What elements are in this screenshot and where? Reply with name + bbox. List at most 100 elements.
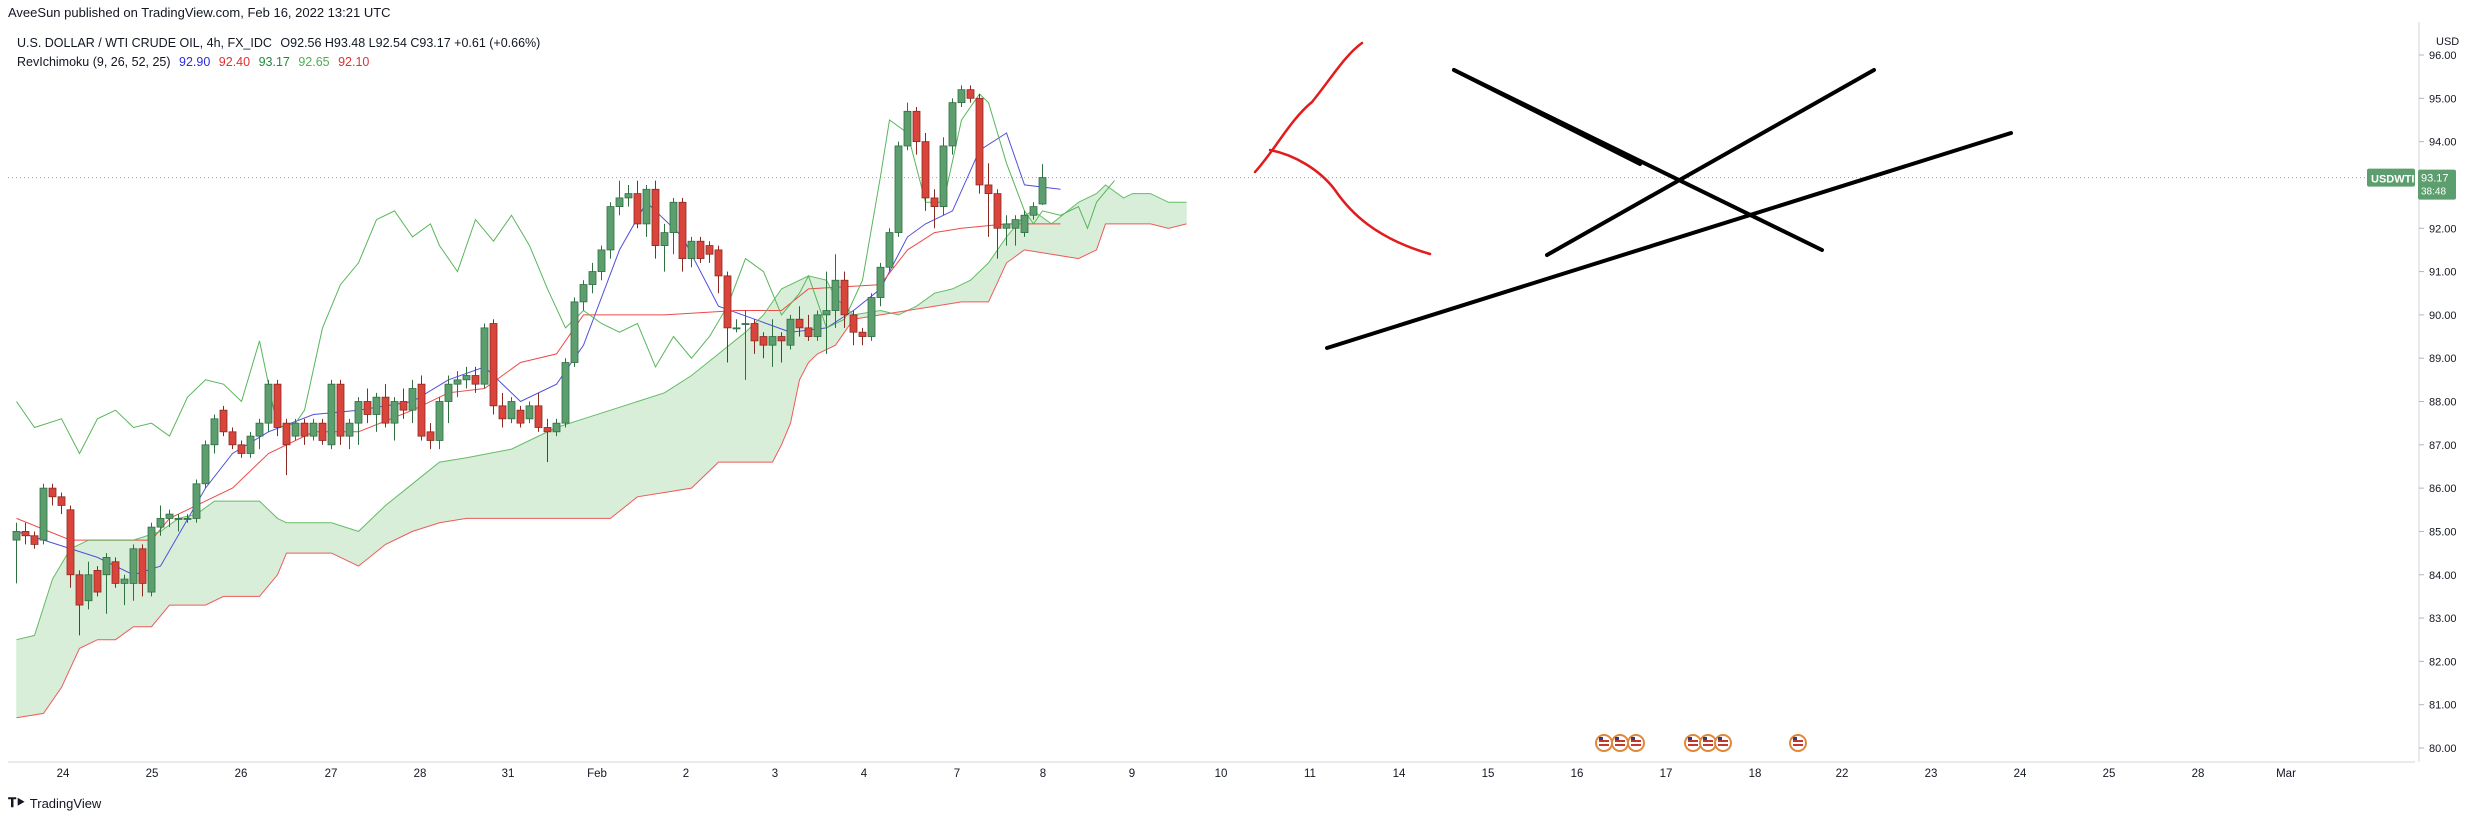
candle-body[interactable] xyxy=(516,409,525,424)
candle-body[interactable] xyxy=(120,578,129,584)
candle-body[interactable] xyxy=(957,89,966,104)
candle-body[interactable] xyxy=(273,383,282,428)
candle-body[interactable] xyxy=(1038,177,1047,205)
time-axis[interactable]: 24 25 26 27 28 31 Feb 2 3 4 7 8 9 10 11 14 15 16 17 18 22 23 2… xyxy=(57,768,2296,780)
candle-body[interactable] xyxy=(255,422,264,437)
last-price-tag[interactable] xyxy=(2418,169,2456,200)
candle-body[interactable] xyxy=(822,310,831,316)
economic-events[interactable] xyxy=(1595,734,1807,752)
candle-body[interactable] xyxy=(156,518,165,528)
candle-body[interactable] xyxy=(147,526,156,593)
candle-body[interactable] xyxy=(948,102,957,147)
candle-body[interactable] xyxy=(318,422,327,441)
candle-body[interactable] xyxy=(219,409,228,433)
candle-body[interactable] xyxy=(606,206,615,251)
candle-body[interactable] xyxy=(966,89,975,99)
candle-body[interactable] xyxy=(444,383,453,402)
candle-body[interactable] xyxy=(975,97,984,186)
candle-body[interactable] xyxy=(93,570,102,593)
candle-body[interactable] xyxy=(552,422,561,433)
candle-body[interactable] xyxy=(237,444,246,454)
candle-body[interactable] xyxy=(534,405,543,428)
footer-branding[interactable]: 𝐓⯈ TradingView xyxy=(8,795,101,811)
candle-body[interactable] xyxy=(867,297,876,337)
price-axis[interactable]: USD 80.00 81.00 82.00 83.00 84.00 85.00 86.00 87… xyxy=(2367,36,2459,755)
candle-body[interactable] xyxy=(921,141,930,199)
candle-body[interactable] xyxy=(246,435,255,454)
candle-body[interactable] xyxy=(12,531,21,541)
candle-body[interactable] xyxy=(777,336,786,342)
us-flag-icon[interactable] xyxy=(1684,734,1702,752)
candle-body[interactable] xyxy=(651,188,660,246)
candle-body[interactable] xyxy=(1029,206,1038,216)
candle-body[interactable] xyxy=(489,323,498,407)
candle-body[interactable] xyxy=(885,232,894,268)
candle-body[interactable] xyxy=(561,362,570,424)
candle-body[interactable] xyxy=(471,375,480,385)
candle-body[interactable] xyxy=(894,145,903,233)
candle-body[interactable] xyxy=(417,383,426,437)
candle-body[interactable] xyxy=(138,548,147,584)
us-flag-icon[interactable] xyxy=(1595,734,1613,752)
candle-body[interactable] xyxy=(759,336,768,346)
candle-body[interactable] xyxy=(597,249,606,272)
candle-body[interactable] xyxy=(48,487,57,498)
us-flag-icon[interactable] xyxy=(1714,734,1732,752)
candle-body[interactable] xyxy=(768,336,777,346)
candle-body[interactable] xyxy=(642,188,651,225)
us-flag-icon[interactable] xyxy=(1627,734,1645,752)
candle-body[interactable] xyxy=(939,145,948,207)
candle-body[interactable] xyxy=(912,110,921,143)
trend-line-drawing[interactable] xyxy=(1452,68,1824,252)
candle-body[interactable] xyxy=(1002,223,1011,229)
candle-body[interactable] xyxy=(57,496,66,506)
candle-body[interactable] xyxy=(858,331,867,337)
candle-body[interactable] xyxy=(984,184,993,195)
candle-body[interactable] xyxy=(228,431,237,446)
candle-body[interactable] xyxy=(309,422,318,437)
candle-body[interactable] xyxy=(192,483,201,519)
candle-body[interactable] xyxy=(1020,214,1029,233)
candle-body[interactable] xyxy=(435,401,444,441)
candle-body[interactable] xyxy=(39,487,48,541)
candle-body[interactable] xyxy=(264,383,273,424)
candle-body[interactable] xyxy=(687,240,696,259)
candle-body[interactable] xyxy=(840,279,849,316)
candle-body[interactable] xyxy=(183,518,192,520)
candle-body[interactable] xyxy=(903,110,912,147)
candle-body[interactable] xyxy=(291,422,300,437)
candle-body[interactable] xyxy=(714,249,723,277)
freehand-red-drawing[interactable] xyxy=(1268,148,1432,256)
candle-body[interactable] xyxy=(624,193,633,199)
candle-body[interactable] xyxy=(30,535,39,545)
candle-body[interactable] xyxy=(543,427,552,433)
trend-drawings[interactable] xyxy=(1253,41,2013,350)
candle-body[interactable] xyxy=(669,201,678,233)
candle-body[interactable] xyxy=(21,531,30,537)
candle-body[interactable] xyxy=(795,318,804,329)
candle-body[interactable] xyxy=(426,431,435,441)
candle-body[interactable] xyxy=(579,284,588,303)
candle-body[interactable] xyxy=(1011,219,1020,229)
candle-body[interactable] xyxy=(165,513,174,519)
candle-body[interactable] xyxy=(525,405,534,420)
candle-body[interactable] xyxy=(705,245,714,255)
symbol-name[interactable]: U.S. DOLLAR / WTI CRUDE OIL, 4h, FX_IDC xyxy=(17,36,272,50)
candle-body[interactable] xyxy=(75,574,84,606)
candle-body[interactable] xyxy=(300,422,309,437)
candle-body[interactable] xyxy=(363,401,372,415)
candle-body[interactable] xyxy=(201,444,210,485)
candle-body[interactable] xyxy=(849,314,858,333)
candle-body[interactable] xyxy=(741,323,750,325)
candle-body[interactable] xyxy=(66,509,75,576)
candle-body[interactable] xyxy=(660,232,669,246)
candle-body[interactable] xyxy=(723,275,732,329)
candle-body[interactable] xyxy=(210,418,219,446)
candle-body[interactable] xyxy=(930,197,939,207)
candle-body[interactable] xyxy=(111,561,120,584)
candle-body[interactable] xyxy=(381,396,390,424)
candle-body[interactable] xyxy=(453,379,462,385)
candle-body[interactable] xyxy=(498,405,507,420)
trend-line-drawing[interactable] xyxy=(1325,131,2013,350)
